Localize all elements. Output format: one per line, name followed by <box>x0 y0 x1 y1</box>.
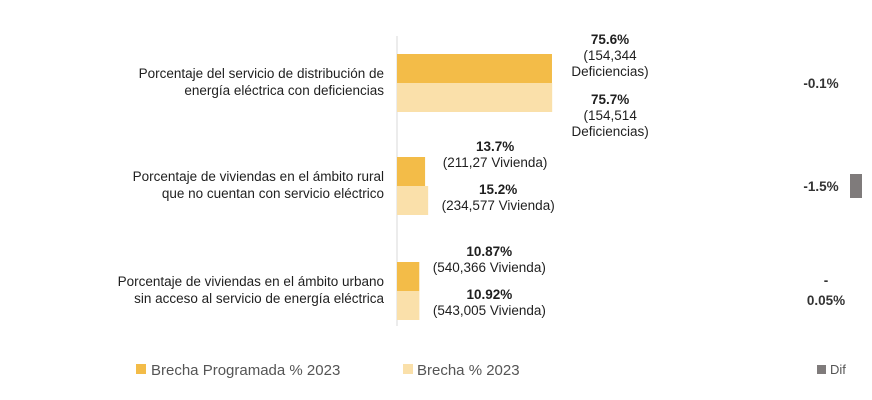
category-label: Porcentaje del servicio de distribución … <box>139 66 385 98</box>
value-label: 10.92% <box>466 287 512 302</box>
value-note: (234,577 Vivienda) <box>442 198 555 213</box>
dif-label: -0.1% <box>803 76 838 91</box>
bar <box>397 83 553 112</box>
category-labels: Porcentaje del servicio de distribución … <box>118 66 385 306</box>
bar <box>397 54 552 83</box>
bar <box>397 291 420 320</box>
value-label: 15.2% <box>479 182 517 197</box>
bars-group <box>397 54 553 320</box>
value-note: (543,005 Vivienda) <box>433 303 546 318</box>
legend-swatch-brecha <box>403 364 413 374</box>
value-labels: 75.6%(154,344Deficiencias)75.7%(154,514D… <box>433 32 649 318</box>
dif-group: -0.1% -1.5% - 0.05% <box>803 76 862 308</box>
bar <box>397 262 420 291</box>
value-note: (211,27 Vivienda) <box>443 155 548 170</box>
category-label-line: Porcentaje de viviendas en el ámbito rur… <box>133 169 384 184</box>
legend-swatch-programada <box>136 364 146 374</box>
legend-label-dif: Dif <box>830 362 846 377</box>
category-label-line: que no cuentan con servicio eléctrico <box>162 186 384 201</box>
value-label: 10.87% <box>466 244 512 259</box>
dif-bar <box>850 174 862 198</box>
category-label-line: sin acceso al servicio de energía eléctr… <box>134 291 384 306</box>
legend: Brecha Programada % 2023 Brecha % 2023 D… <box>136 362 846 379</box>
value-note: Deficiencias) <box>571 64 648 79</box>
category-label-line: Porcentaje de viviendas en el ámbito urb… <box>118 274 384 289</box>
value-label: 75.7% <box>591 92 629 107</box>
legend-label-programada: Brecha Programada % 2023 <box>151 362 340 379</box>
bar <box>397 157 426 186</box>
dif-label: -1.5% <box>803 179 838 194</box>
dif-label: 0.05% <box>807 293 845 308</box>
value-note: (154,514 <box>584 108 638 123</box>
category-label: Porcentaje de viviendas en el ámbito rur… <box>133 169 384 201</box>
category-label-line: energía eléctrica con deficiencias <box>184 83 384 98</box>
bar <box>397 186 429 215</box>
legend-label-brecha: Brecha % 2023 <box>417 362 520 379</box>
value-note: (540,366 Vivienda) <box>433 260 546 275</box>
category-label: Porcentaje de viviendas en el ámbito urb… <box>118 274 385 306</box>
value-note: (154,344 <box>583 48 637 63</box>
value-note: Deficiencias) <box>572 124 649 139</box>
value-label: 13.7% <box>476 139 514 154</box>
value-label: 75.6% <box>591 32 629 47</box>
category-label-line: Porcentaje del servicio de distribución … <box>139 66 384 81</box>
dif-label: - <box>824 273 829 288</box>
legend-swatch-dif <box>817 365 826 374</box>
